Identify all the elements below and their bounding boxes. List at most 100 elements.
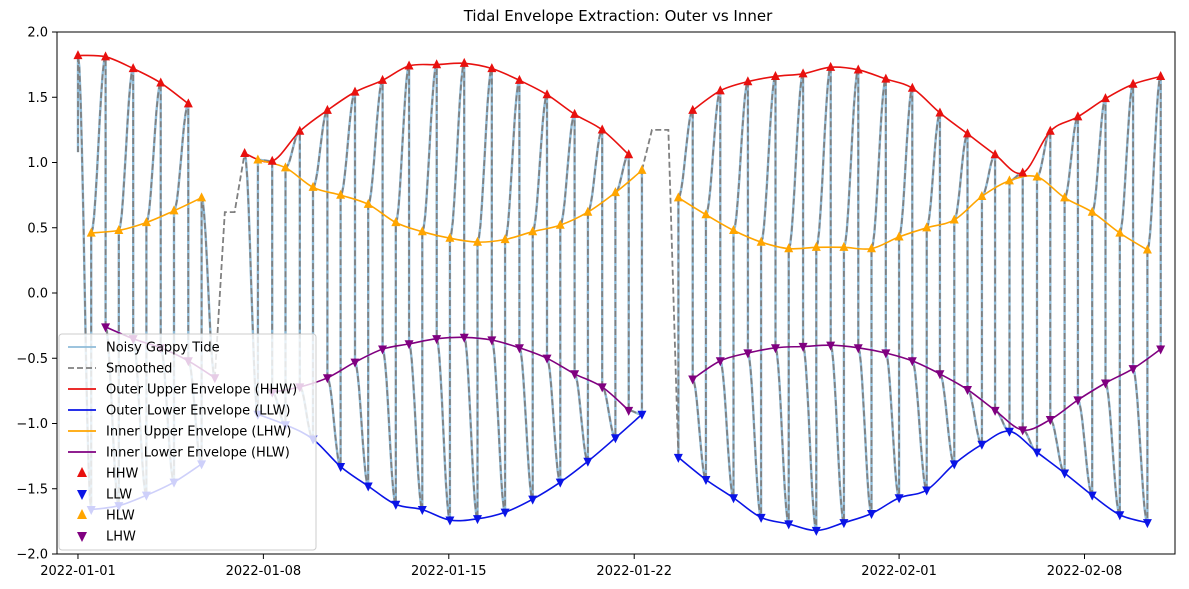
marker-hhw-11 [404, 60, 414, 70]
marker-hhw-4 [183, 98, 193, 108]
marker-hhw-27 [881, 73, 891, 83]
marker-hhw-10 [378, 74, 388, 84]
marker-llw-14 [500, 508, 510, 518]
marker-lhw-17 [597, 383, 607, 393]
marker-hhw-20 [688, 104, 698, 114]
marker-hhw-35 [1100, 93, 1110, 103]
marker-hlw-22 [729, 224, 739, 234]
marker-llw-34 [1060, 469, 1070, 479]
legend: Noisy Gappy Tide Smoothed Outer Upper Enve… [58, 333, 317, 551]
marker-llw-20 [673, 453, 683, 463]
marker-llw-32 [1004, 427, 1014, 437]
marker-lhw-0 [101, 323, 111, 333]
marker-hlw-9 [363, 198, 373, 208]
marker-lhw-22 [770, 344, 780, 354]
marker-llw-15 [528, 495, 538, 505]
y-tick-label-5: 0.5 [27, 221, 48, 236]
marker-hlw-1 [114, 224, 124, 234]
marker-lhw-36 [1156, 345, 1166, 355]
marker-lhw-34 [1100, 379, 1110, 389]
marker-hlw-28 [894, 231, 904, 241]
legend-label-outer-upper-envelope-hhw: Outer Upper Envelope (HHW) [106, 383, 297, 398]
marker-lhw-14 [514, 344, 524, 354]
marker-hhw-5 [240, 147, 250, 157]
y-tick-label-2: −1.0 [16, 417, 48, 432]
marker-llw-21 [701, 476, 711, 486]
y-tick-label-4: 0.0 [27, 287, 48, 302]
legend-label-inner-lower-envelope-hlw: Inner Lower Envelope (HLW) [106, 446, 290, 461]
marker-lhw-29 [963, 385, 973, 395]
marker-hlw-16 [555, 219, 565, 229]
marker-hhw-29 [935, 107, 945, 117]
marker-hlw-5 [253, 154, 263, 164]
legend-box [58, 333, 317, 551]
marker-llw-8 [336, 462, 346, 472]
x-tick-label-4: 2022-02-01 [861, 564, 937, 579]
marker-hlw-31 [977, 191, 987, 201]
marker-lhw-24 [826, 341, 836, 351]
series-smoothed-gap-bridge-0 [213, 153, 246, 378]
marker-llw-13 [472, 515, 482, 525]
marker-lhw-7 [322, 374, 332, 384]
marker-hlw-25 [811, 241, 821, 251]
x-tick-label-0: 2022-01-01 [40, 564, 116, 579]
series-outer-upper-envelope-hhw-segment-2 [692, 66, 1161, 175]
marker-hhw-25 [826, 61, 836, 71]
y-tick-label-6: 1.0 [27, 156, 48, 171]
marker-hhw-18 [597, 124, 607, 134]
marker-llw-24 [784, 520, 794, 530]
marker-llw-33 [1032, 448, 1042, 458]
marker-llw-29 [922, 486, 932, 496]
marker-lhw-25 [853, 344, 863, 354]
x-tick-label-2: 2022-01-15 [411, 564, 487, 579]
marker-hlw-11 [417, 226, 427, 236]
y-tick-label-8: 2.0 [27, 26, 48, 41]
legend-swatch-lhw [77, 532, 87, 542]
marker-hhw-7 [295, 125, 305, 135]
marker-hhw-15 [514, 74, 524, 84]
marker-hhw-0 [73, 50, 83, 60]
marker-lhw-12 [459, 333, 469, 343]
marker-hhw-23 [770, 70, 780, 80]
marker-hhw-26 [853, 64, 863, 74]
marker-hlw-37 [1142, 244, 1152, 254]
y-tick-label-1: −1.5 [16, 482, 48, 497]
marker-hhw-1 [101, 51, 111, 61]
marker-hlw-35 [1087, 206, 1097, 216]
marker-hhw-32 [1018, 167, 1028, 177]
series-smoothed-gap-bridge-1 [641, 128, 680, 458]
legend-label-inner-upper-envelope-lhw: Inner Upper Envelope (LHW) [106, 425, 291, 440]
marker-llw-23 [756, 513, 766, 523]
legend-label-noisy-gappy-tide: Noisy Gappy Tide [106, 341, 220, 356]
marker-hhw-13 [459, 57, 469, 67]
marker-lhw-11 [432, 335, 442, 345]
marker-hlw-17 [583, 206, 593, 216]
marker-hhw-33 [1045, 125, 1055, 135]
marker-hlw-12 [445, 232, 455, 242]
marker-hlw-27 [866, 243, 876, 253]
marker-hlw-4 [197, 192, 207, 202]
marker-lhw-15 [542, 354, 552, 364]
marker-lhw-33 [1073, 396, 1083, 406]
legend-label-smoothed: Smoothed [106, 362, 172, 377]
marker-lhw-19 [688, 375, 698, 385]
marker-lhw-8 [350, 358, 360, 368]
y-tick-label-0: −2.0 [16, 548, 48, 563]
marker-lhw-9 [378, 345, 388, 355]
marker-hlw-6 [280, 162, 290, 172]
marker-hhw-9 [350, 86, 360, 96]
marker-llw-36 [1115, 511, 1125, 521]
marker-hhw-36 [1128, 78, 1138, 88]
marker-hlw-34 [1060, 192, 1070, 202]
marker-hhw-28 [907, 82, 917, 92]
y-tick-label-3: −0.5 [16, 352, 48, 367]
legend-label-hlw: HLW [106, 509, 135, 524]
marker-hlw-36 [1115, 227, 1125, 237]
legend-label-lhw: LHW [106, 530, 136, 545]
marker-hhw-19 [624, 149, 634, 159]
marker-hlw-14 [500, 234, 510, 244]
marker-hhw-31 [990, 149, 1000, 159]
marker-llw-10 [391, 500, 401, 510]
y-tick-label-7: 1.5 [27, 91, 48, 106]
